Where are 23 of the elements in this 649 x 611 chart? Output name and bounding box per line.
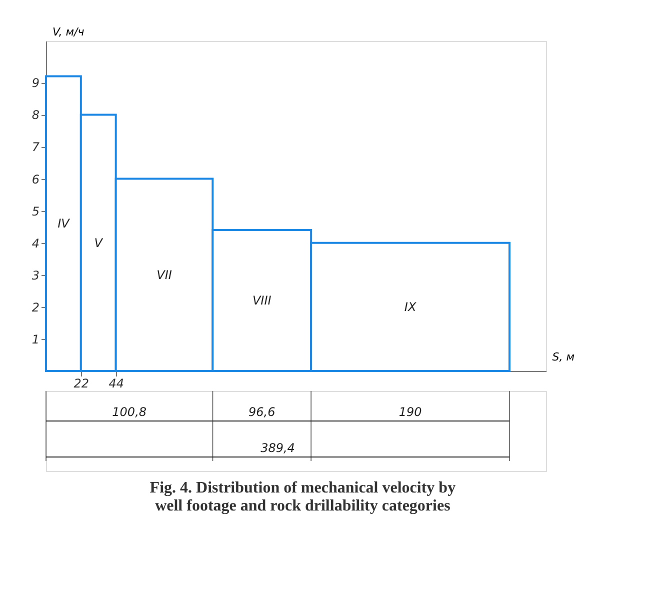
annotation: VII (156, 268, 172, 282)
annotation: IX (404, 300, 417, 314)
y-tick-label: 5 (32, 204, 40, 218)
annotation: V (94, 236, 104, 250)
text: 100,8 (112, 405, 147, 419)
y-tick-label: 7 (32, 140, 40, 154)
y-tick-label: 9 (32, 76, 40, 90)
y-tick-label: 2 (32, 300, 40, 314)
text: Fig. 4. Distribution of mechanical velocity by well footage and rock drillability categories (150, 480, 456, 514)
y-tick-label: 6 (32, 172, 40, 186)
text: 389,4 (260, 441, 295, 455)
annotation: VIII (252, 294, 272, 308)
y-tick-label: 1 (32, 332, 40, 346)
x-axis-title: S, м (552, 350, 574, 364)
x-tick-label: 44 (108, 376, 124, 390)
text: 96,6 (248, 405, 276, 419)
y-tick-label: 8 (32, 108, 40, 122)
y-tick-label: 3 (32, 268, 40, 282)
text: 190 (398, 405, 422, 419)
y-tick-label: 4 (32, 236, 40, 250)
y-axis-title: V, м/ч (52, 26, 85, 38)
annotation: IV (58, 216, 70, 231)
x-tick-label: 22 (74, 376, 90, 390)
